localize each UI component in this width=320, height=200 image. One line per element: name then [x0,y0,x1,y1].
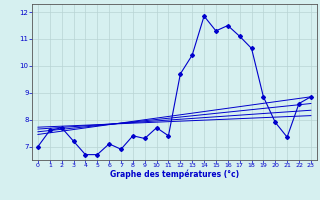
X-axis label: Graphe des températures (°c): Graphe des températures (°c) [110,170,239,179]
